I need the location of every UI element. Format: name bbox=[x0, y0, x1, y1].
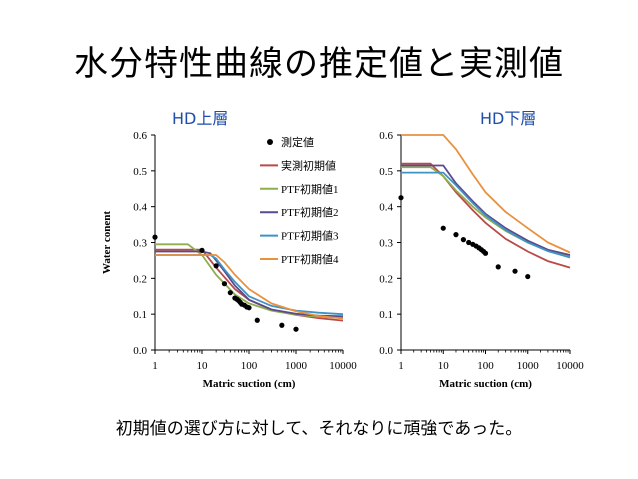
observed-point bbox=[293, 326, 299, 332]
y-tick-label: 0.5 bbox=[379, 166, 393, 178]
legend-label-5: PTF初期値3 bbox=[281, 229, 339, 243]
series-line-3 bbox=[155, 250, 344, 318]
y-tick-label: 0.6 bbox=[379, 130, 393, 142]
observed-point bbox=[246, 305, 252, 311]
y-tick-label: 0.2 bbox=[133, 273, 147, 285]
y-tick-label: 0.3 bbox=[379, 238, 393, 250]
y-tick-label: 0.0 bbox=[379, 345, 393, 357]
x-tick-label: 10 bbox=[438, 360, 450, 372]
x-tick-label: 1000 bbox=[285, 360, 308, 372]
legend-label-1: 測定値 bbox=[281, 135, 314, 149]
x-axis-label: Matric suction (cm) bbox=[439, 378, 532, 390]
y-tick-label: 0.2 bbox=[379, 273, 393, 285]
series-line-5 bbox=[401, 134, 571, 254]
y-tick-label: 0.5 bbox=[133, 166, 147, 178]
chart-panel-2: 0.0 0.1 0.2 0.3 0.4 0.5 0.6 1 10 100 1000 10000 Matr… bbox=[379, 130, 584, 390]
observed-point bbox=[453, 232, 459, 238]
x-tick-label: 10000 bbox=[556, 360, 584, 372]
panel-title-lower: HD下層 bbox=[480, 109, 537, 128]
y-tick-label: 0.3 bbox=[133, 238, 147, 250]
y-tick-label: 0.1 bbox=[133, 309, 147, 321]
x-axis-label: Matric suction (cm) bbox=[203, 378, 296, 390]
panel-title-upper: HD上層 bbox=[172, 109, 229, 128]
x-tick-label: 100 bbox=[241, 360, 258, 372]
legend-marker-observed bbox=[267, 139, 273, 145]
observed-point bbox=[279, 322, 285, 328]
y-tick-label: 0.6 bbox=[133, 130, 147, 142]
observed-point bbox=[482, 250, 489, 256]
observed-point bbox=[398, 195, 404, 201]
observed-point bbox=[227, 290, 233, 296]
observed-point bbox=[525, 273, 531, 280]
legend-label-2: 実測初期値 bbox=[281, 158, 336, 172]
x-tick-label: 1000 bbox=[517, 360, 540, 372]
legend-box bbox=[257, 132, 367, 260]
series-line-4 bbox=[401, 171, 571, 259]
observed-point bbox=[254, 317, 260, 323]
observed-point bbox=[440, 225, 446, 231]
y-tick-label: 0.1 bbox=[379, 309, 393, 321]
slide-title: 水分特性曲線の推定値と実測値 bbox=[74, 44, 564, 84]
observed-point bbox=[466, 239, 472, 246]
x-tick-label: 1 bbox=[398, 360, 404, 372]
observed-point bbox=[512, 268, 518, 274]
slide-footer: 初期値の選び方に対して、それなりに頑強であった。 bbox=[115, 419, 523, 439]
series-line-2 bbox=[401, 166, 571, 257]
observed-point bbox=[213, 263, 219, 269]
observed-point bbox=[460, 237, 467, 243]
observed-point bbox=[152, 234, 158, 240]
legend-label-6: PTF初期値4 bbox=[281, 252, 339, 266]
observed-point bbox=[199, 247, 205, 253]
legend-label-4: PTF初期値2 bbox=[281, 205, 338, 219]
series-line-3 bbox=[401, 164, 571, 256]
y-tick-label: 0.4 bbox=[133, 202, 147, 214]
x-tick-label: 10 bbox=[197, 360, 209, 372]
series-line-5 bbox=[155, 254, 344, 320]
series-line-4 bbox=[155, 254, 344, 316]
x-tick-label: 100 bbox=[477, 360, 494, 372]
x-tick-label: 1 bbox=[152, 360, 158, 372]
legend-label-3: PTF初期値1 bbox=[281, 182, 338, 196]
y-tick-label: 0.4 bbox=[379, 202, 393, 214]
observed-point bbox=[221, 281, 228, 287]
observed-point bbox=[495, 264, 501, 270]
series-line-1 bbox=[401, 162, 571, 269]
series-line-2 bbox=[155, 243, 344, 319]
x-tick-label: 10000 bbox=[329, 360, 357, 372]
y-axis-label: Water conent bbox=[101, 211, 113, 274]
chart-panel-1: 0.0 0.1 0.2 0.3 0.4 0.5 0.6 1 10 100 1000 10000 Matr… bbox=[101, 130, 367, 390]
y-tick-label: 0.0 bbox=[133, 345, 147, 357]
